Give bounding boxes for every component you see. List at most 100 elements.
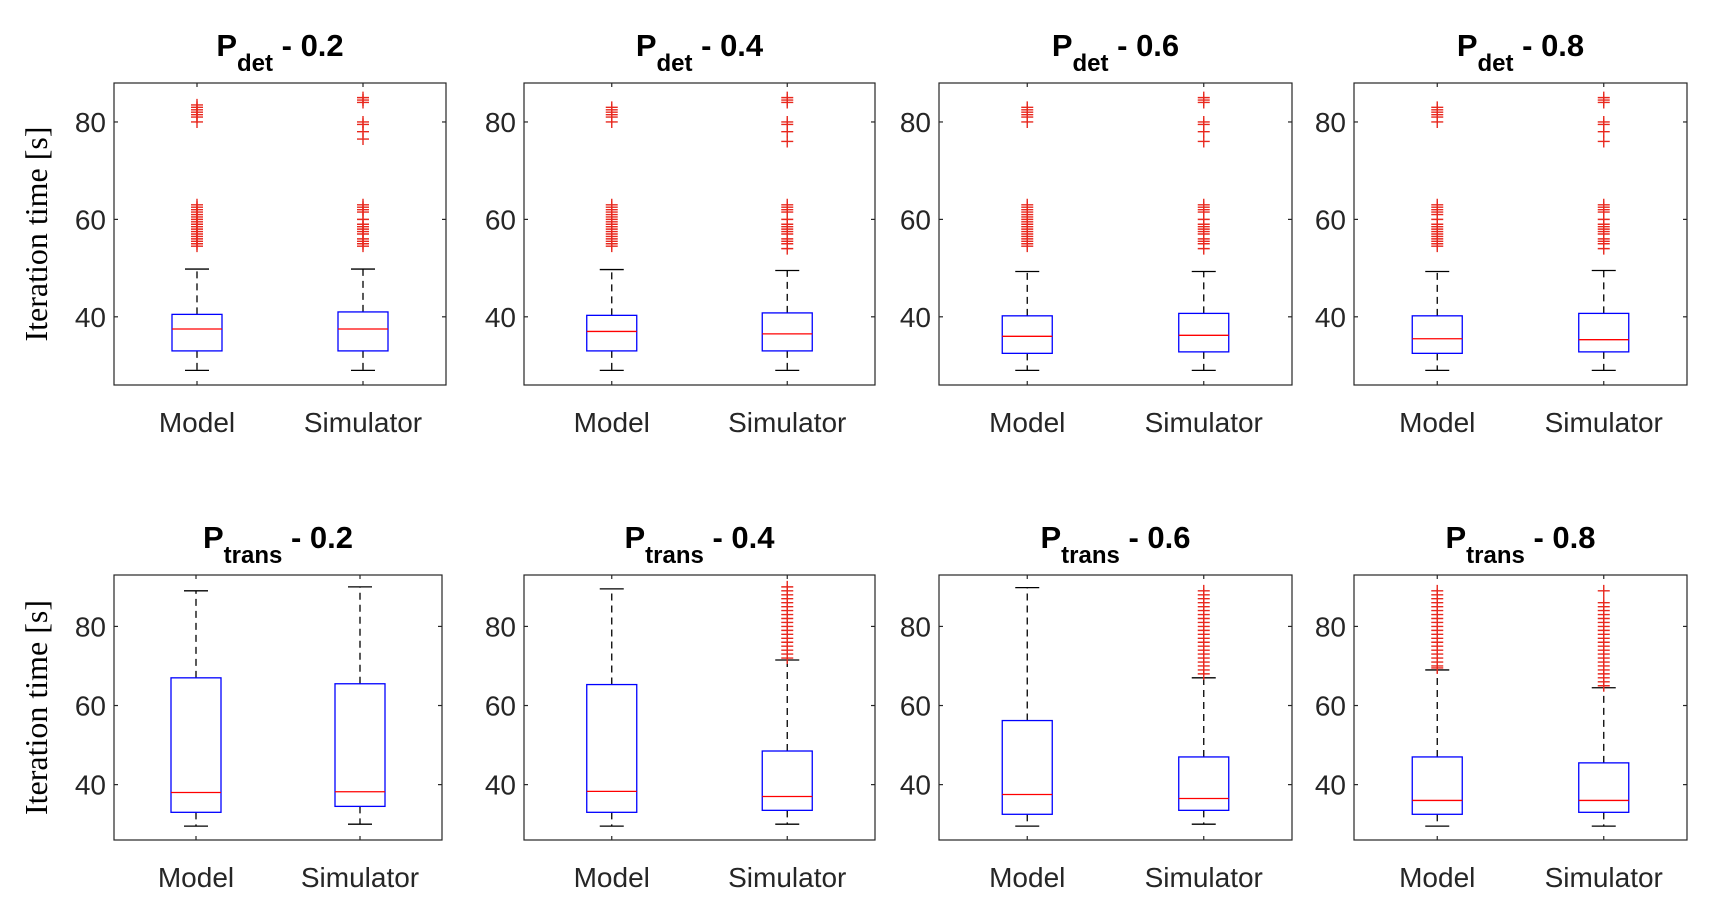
x-tick-label: Model	[1399, 862, 1475, 893]
axes-frame	[523, 82, 876, 386]
subplot-4: 40 60 80 Model Simulator Pdet - 0.8	[1315, 28, 1688, 438]
title-subscript: trans	[645, 542, 704, 569]
y-axis-label: Iteration time [s]	[18, 126, 54, 341]
y-tick-label: 80	[900, 107, 931, 138]
iqr-box	[1178, 312, 1230, 353]
x-tick-label: Simulator	[301, 862, 419, 893]
x-tick-label: Simulator	[304, 407, 422, 438]
x-tick-label: Simulator	[728, 407, 846, 438]
outlier-marker	[191, 198, 203, 211]
title-suffix: - 0.4	[693, 28, 764, 63]
iqr-box	[1178, 756, 1230, 811]
subplot-8: 40 60 80 Model Simulator Ptrans - 0.8	[1315, 520, 1688, 893]
iqr-box	[586, 683, 638, 813]
box-simulator	[334, 586, 386, 825]
subplot-title: Ptrans - 0.8	[1445, 520, 1595, 569]
x-tick-label: Model	[1399, 407, 1475, 438]
x-tick-label: Model	[158, 862, 234, 893]
title-suffix: - 0.2	[282, 520, 353, 555]
title-subscript: det	[1478, 50, 1514, 77]
outlier-marker	[1197, 91, 1210, 104]
title-base: P	[1457, 28, 1478, 63]
outlier-marker	[781, 115, 794, 128]
iqr-box	[1411, 315, 1463, 354]
title-suffix: - 0.4	[704, 520, 775, 555]
subplot-title: Ptrans - 0.6	[1040, 520, 1190, 569]
y-tick-label: 60	[75, 204, 106, 235]
box-simulator	[337, 91, 389, 372]
subplot-6: 40 60 80 Model Simulator Ptrans - 0.4	[485, 520, 876, 893]
outlier-marker	[605, 198, 618, 211]
outlier-marker	[1197, 584, 1210, 597]
x-tick-label: Simulator	[728, 862, 846, 893]
box-model	[170, 590, 222, 827]
y-tick-label: 40	[900, 302, 931, 333]
box-model	[1001, 587, 1053, 827]
box-simulator	[761, 580, 813, 825]
iqr-box	[1578, 312, 1630, 353]
x-tick-label: Model	[574, 407, 650, 438]
y-tick-label: 40	[75, 302, 106, 333]
y-axis-label: Iteration time [s]	[18, 600, 54, 815]
y-tick-label: 40	[1315, 770, 1346, 801]
x-tick-label: Simulator	[1145, 862, 1263, 893]
axes-frame	[1353, 574, 1688, 841]
box-model	[171, 98, 223, 372]
outlier-marker	[357, 115, 369, 128]
x-tick-label: Simulator	[1545, 407, 1663, 438]
box-simulator	[1178, 91, 1230, 372]
subplot-title: Ptrans - 0.2	[203, 520, 353, 569]
box-model	[586, 101, 638, 372]
axes-frame	[523, 574, 876, 841]
outlier-marker	[1431, 101, 1444, 114]
title-base: P	[203, 520, 224, 555]
title-subscript: trans	[224, 542, 283, 569]
outlier-marker	[1021, 198, 1034, 211]
x-tick-label: Simulator	[1545, 862, 1663, 893]
title-subscript: det	[657, 50, 693, 77]
y-tick-label: 80	[485, 107, 516, 138]
title-base: P	[1040, 520, 1061, 555]
outlier-marker	[1431, 198, 1444, 211]
x-tick-label: Simulator	[1145, 407, 1263, 438]
outlier-marker	[1597, 596, 1610, 609]
subplot-2: 40 60 80 Model Simulator Pdet - 0.4	[485, 28, 876, 438]
y-tick-label: 60	[1315, 204, 1346, 235]
outlier-marker	[1197, 198, 1210, 211]
y-tick-label: 40	[75, 770, 106, 801]
subplot-title: Pdet - 0.6	[1052, 28, 1179, 77]
outlier-marker	[1597, 91, 1610, 104]
y-tick-label: 40	[1315, 302, 1346, 333]
outlier-marker	[1597, 198, 1610, 211]
outlier-marker	[781, 91, 794, 104]
iqr-box	[170, 677, 222, 813]
y-tick-label: 60	[75, 691, 106, 722]
x-tick-label: Model	[574, 862, 650, 893]
outlier-marker	[191, 98, 203, 111]
y-tick-label: 80	[900, 611, 931, 642]
title-base: P	[1445, 520, 1466, 555]
y-tick-label: 60	[485, 691, 516, 722]
y-tick-label: 60	[900, 204, 931, 235]
y-tick-label: 40	[485, 770, 516, 801]
subplot-title: Pdet - 0.4	[636, 28, 764, 77]
y-tick-label: 60	[1315, 691, 1346, 722]
axes-frame	[113, 82, 447, 386]
x-tick-label: Model	[159, 407, 235, 438]
iqr-box	[761, 750, 813, 811]
box-simulator	[1178, 584, 1230, 825]
y-tick-label: 40	[900, 770, 931, 801]
y-tick-label: 80	[485, 611, 516, 642]
title-subscript: trans	[1466, 542, 1525, 569]
title-base: P	[216, 28, 237, 63]
title-subscript: trans	[1061, 542, 1120, 569]
iqr-box	[1001, 719, 1053, 815]
box-simulator	[1578, 584, 1630, 827]
outlier-marker	[357, 198, 369, 211]
axes-frame	[113, 574, 443, 841]
y-tick-label: 80	[75, 107, 106, 138]
title-suffix: - 0.6	[1120, 520, 1191, 555]
outlier-marker	[781, 580, 794, 593]
box-simulator	[761, 91, 813, 372]
